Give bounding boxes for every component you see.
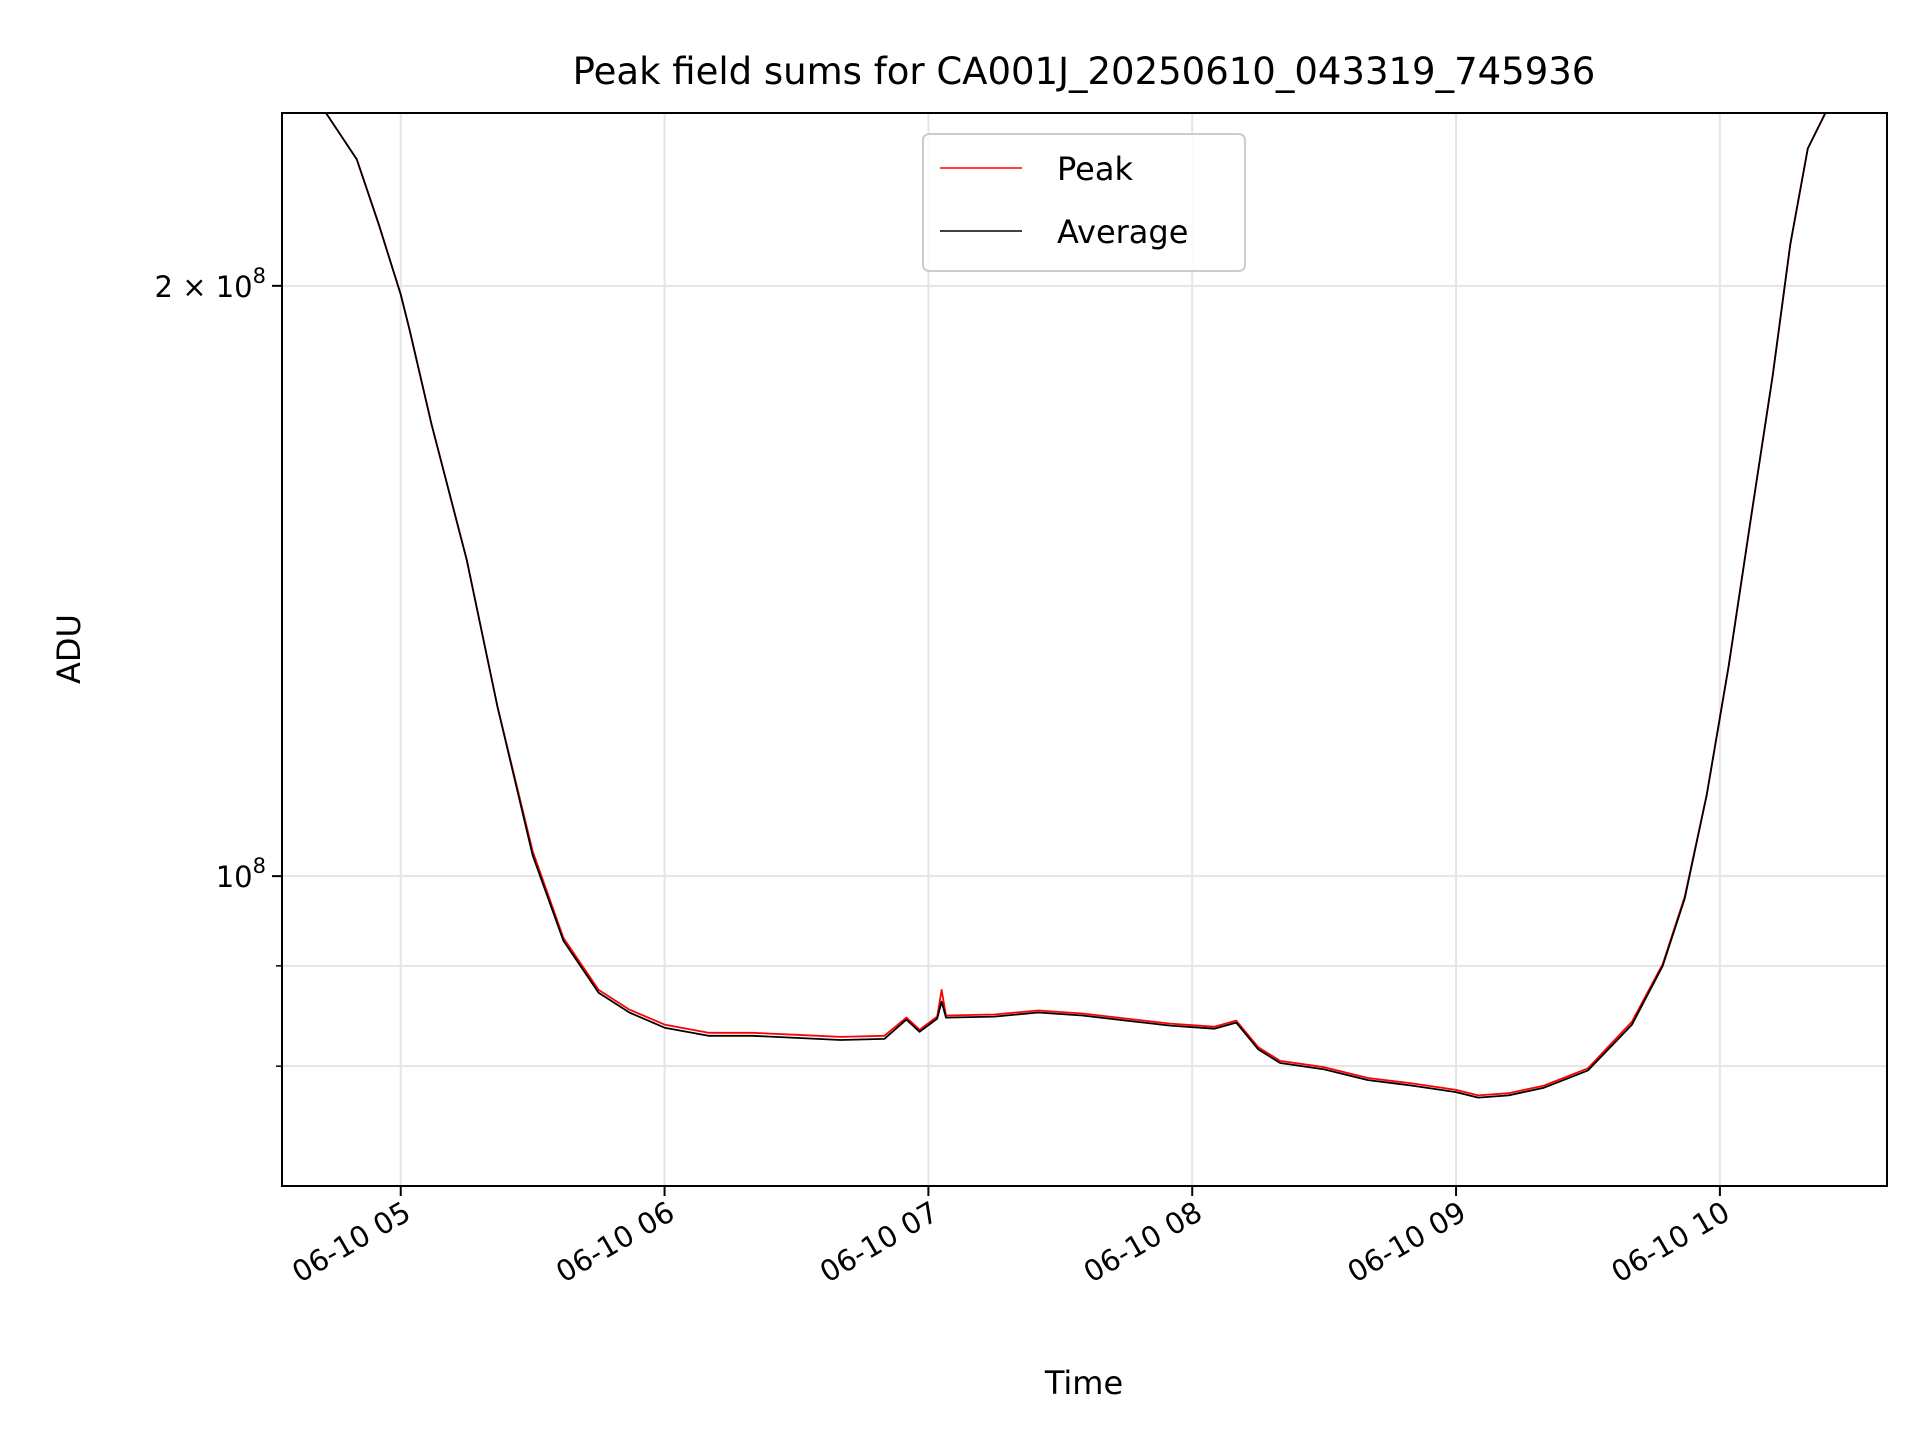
x-tick-label: 06-10 07 — [814, 1195, 944, 1290]
y-tick-label-exponent: 8 — [253, 854, 266, 878]
y-tick-label-exponent: 8 — [253, 264, 266, 288]
chart-title: Peak field sums for CA001J_20250610_0433… — [573, 50, 1596, 93]
series-line-peak — [325, 113, 1827, 1097]
x-axis-label: Time — [1044, 1364, 1123, 1402]
x-tick-label: 06-10 06 — [550, 1195, 680, 1290]
y-axis-label: ADU — [50, 614, 88, 684]
x-tick-label: 06-10 05 — [286, 1195, 416, 1290]
x-axis: 06-10 05 06-10 06 06-10 07 06-10 08 06-10 09… — [286, 1186, 1735, 1289]
legend: Peak Average — [922, 133, 1246, 272]
y-tick-label-base: 10 — [216, 860, 253, 894]
grid — [282, 113, 1887, 1186]
series-lines — [325, 113, 1827, 1099]
x-tick-label: 06-10 09 — [1342, 1195, 1472, 1290]
y-tick-label: 2 × 108 — [155, 264, 266, 304]
plot-area-frame — [281, 112, 1888, 1187]
y-tick-label: 108 — [216, 854, 266, 894]
y-tick-label-base: 2 × 10 — [155, 270, 253, 304]
x-tick-label: 06-10 08 — [1078, 1195, 1208, 1290]
legend-label-average: Average — [1057, 213, 1188, 251]
x-tick-label: 06-10 10 — [1605, 1195, 1735, 1290]
legend-label-peak: Peak — [1057, 150, 1133, 188]
series-line-average — [325, 113, 1827, 1099]
